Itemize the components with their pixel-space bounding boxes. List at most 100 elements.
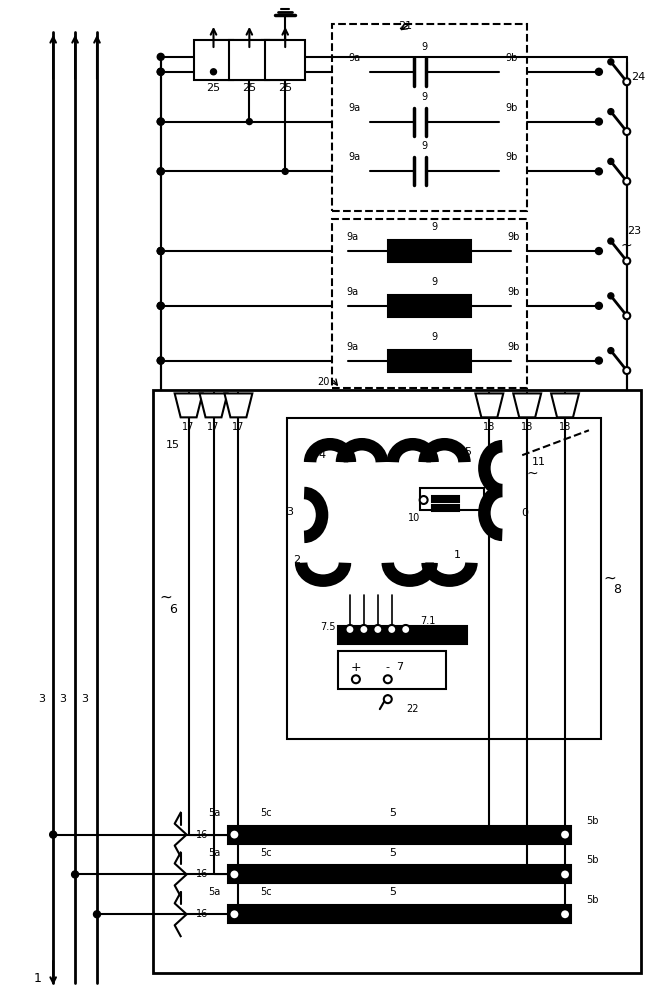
Circle shape xyxy=(624,178,630,185)
Circle shape xyxy=(246,119,252,125)
Text: 5: 5 xyxy=(464,447,471,457)
Text: 5b: 5b xyxy=(587,895,599,905)
Circle shape xyxy=(157,118,164,125)
Text: 9a: 9a xyxy=(347,287,359,297)
Text: 23: 23 xyxy=(627,226,641,236)
Text: ~: ~ xyxy=(159,590,172,605)
Circle shape xyxy=(595,357,602,364)
Circle shape xyxy=(157,68,164,75)
Text: 9b: 9b xyxy=(505,152,517,162)
Circle shape xyxy=(608,59,614,65)
Text: 3: 3 xyxy=(60,694,67,704)
Text: 5a: 5a xyxy=(208,808,221,818)
Text: 5b: 5b xyxy=(587,816,599,826)
Circle shape xyxy=(157,168,164,175)
Circle shape xyxy=(595,302,602,309)
Circle shape xyxy=(157,53,164,60)
Bar xyxy=(338,651,446,689)
Circle shape xyxy=(157,248,164,255)
Circle shape xyxy=(157,302,164,309)
Text: 5c: 5c xyxy=(260,887,272,897)
Text: 7: 7 xyxy=(396,662,403,672)
Polygon shape xyxy=(225,393,252,417)
Text: 3: 3 xyxy=(37,694,45,704)
Text: 2: 2 xyxy=(294,555,301,565)
Circle shape xyxy=(387,625,396,634)
Circle shape xyxy=(595,248,602,255)
Text: 3: 3 xyxy=(82,694,88,704)
Circle shape xyxy=(624,128,630,135)
Circle shape xyxy=(401,625,410,634)
Circle shape xyxy=(157,357,164,364)
Text: 18: 18 xyxy=(521,422,533,432)
Circle shape xyxy=(359,625,369,634)
Circle shape xyxy=(608,109,614,115)
Text: 16: 16 xyxy=(197,830,209,840)
Bar xyxy=(287,418,601,739)
Bar xyxy=(419,488,484,510)
Circle shape xyxy=(229,909,240,919)
Text: 6: 6 xyxy=(169,603,177,616)
Text: 9: 9 xyxy=(421,42,427,52)
Text: 9b: 9b xyxy=(505,103,517,113)
Circle shape xyxy=(229,869,240,879)
Text: 10: 10 xyxy=(407,513,419,523)
Text: 9: 9 xyxy=(421,92,427,102)
Circle shape xyxy=(560,909,570,919)
Text: 5: 5 xyxy=(389,848,396,858)
Text: 5a: 5a xyxy=(208,887,221,897)
Bar xyxy=(153,390,641,973)
Text: 24: 24 xyxy=(632,72,646,82)
Text: 7.1: 7.1 xyxy=(420,616,436,626)
Circle shape xyxy=(157,248,164,255)
Text: ~: ~ xyxy=(621,239,633,253)
Circle shape xyxy=(50,831,57,838)
Bar xyxy=(388,240,472,262)
Text: 17: 17 xyxy=(232,422,245,432)
Text: 9a: 9a xyxy=(349,103,361,113)
Bar xyxy=(388,350,472,372)
Text: 5: 5 xyxy=(389,887,396,897)
Polygon shape xyxy=(175,393,203,417)
Circle shape xyxy=(608,158,614,164)
Text: 7.5: 7.5 xyxy=(320,622,336,632)
Circle shape xyxy=(282,168,288,174)
Bar xyxy=(228,865,571,883)
Text: 16: 16 xyxy=(197,909,209,919)
Circle shape xyxy=(560,830,570,840)
Circle shape xyxy=(352,675,360,683)
Bar xyxy=(432,505,460,511)
Bar xyxy=(228,826,571,844)
Circle shape xyxy=(157,168,164,175)
Text: 9b: 9b xyxy=(505,53,517,63)
Bar xyxy=(228,905,571,923)
Circle shape xyxy=(419,496,427,504)
Text: 9a: 9a xyxy=(349,53,361,63)
Text: 9: 9 xyxy=(421,141,427,151)
Text: 9: 9 xyxy=(432,332,438,342)
Text: 3: 3 xyxy=(286,507,293,517)
Polygon shape xyxy=(476,393,503,417)
Text: 9a: 9a xyxy=(349,152,361,162)
Bar xyxy=(388,295,472,317)
Circle shape xyxy=(624,367,630,374)
Polygon shape xyxy=(551,393,579,417)
Text: 18: 18 xyxy=(559,422,571,432)
Circle shape xyxy=(157,68,164,75)
Circle shape xyxy=(211,69,217,75)
Bar xyxy=(432,496,460,502)
Circle shape xyxy=(608,238,614,244)
Text: 5c: 5c xyxy=(260,808,272,818)
Text: +: + xyxy=(351,661,361,674)
Circle shape xyxy=(595,118,602,125)
Text: 9b: 9b xyxy=(507,287,519,297)
Circle shape xyxy=(608,293,614,299)
Text: 5c: 5c xyxy=(260,848,272,858)
Circle shape xyxy=(157,118,164,125)
Text: 9a: 9a xyxy=(347,232,359,242)
Circle shape xyxy=(560,869,570,879)
Text: 5: 5 xyxy=(389,808,396,818)
Text: 25: 25 xyxy=(278,83,292,93)
Text: 1: 1 xyxy=(454,550,461,560)
Circle shape xyxy=(624,258,630,264)
